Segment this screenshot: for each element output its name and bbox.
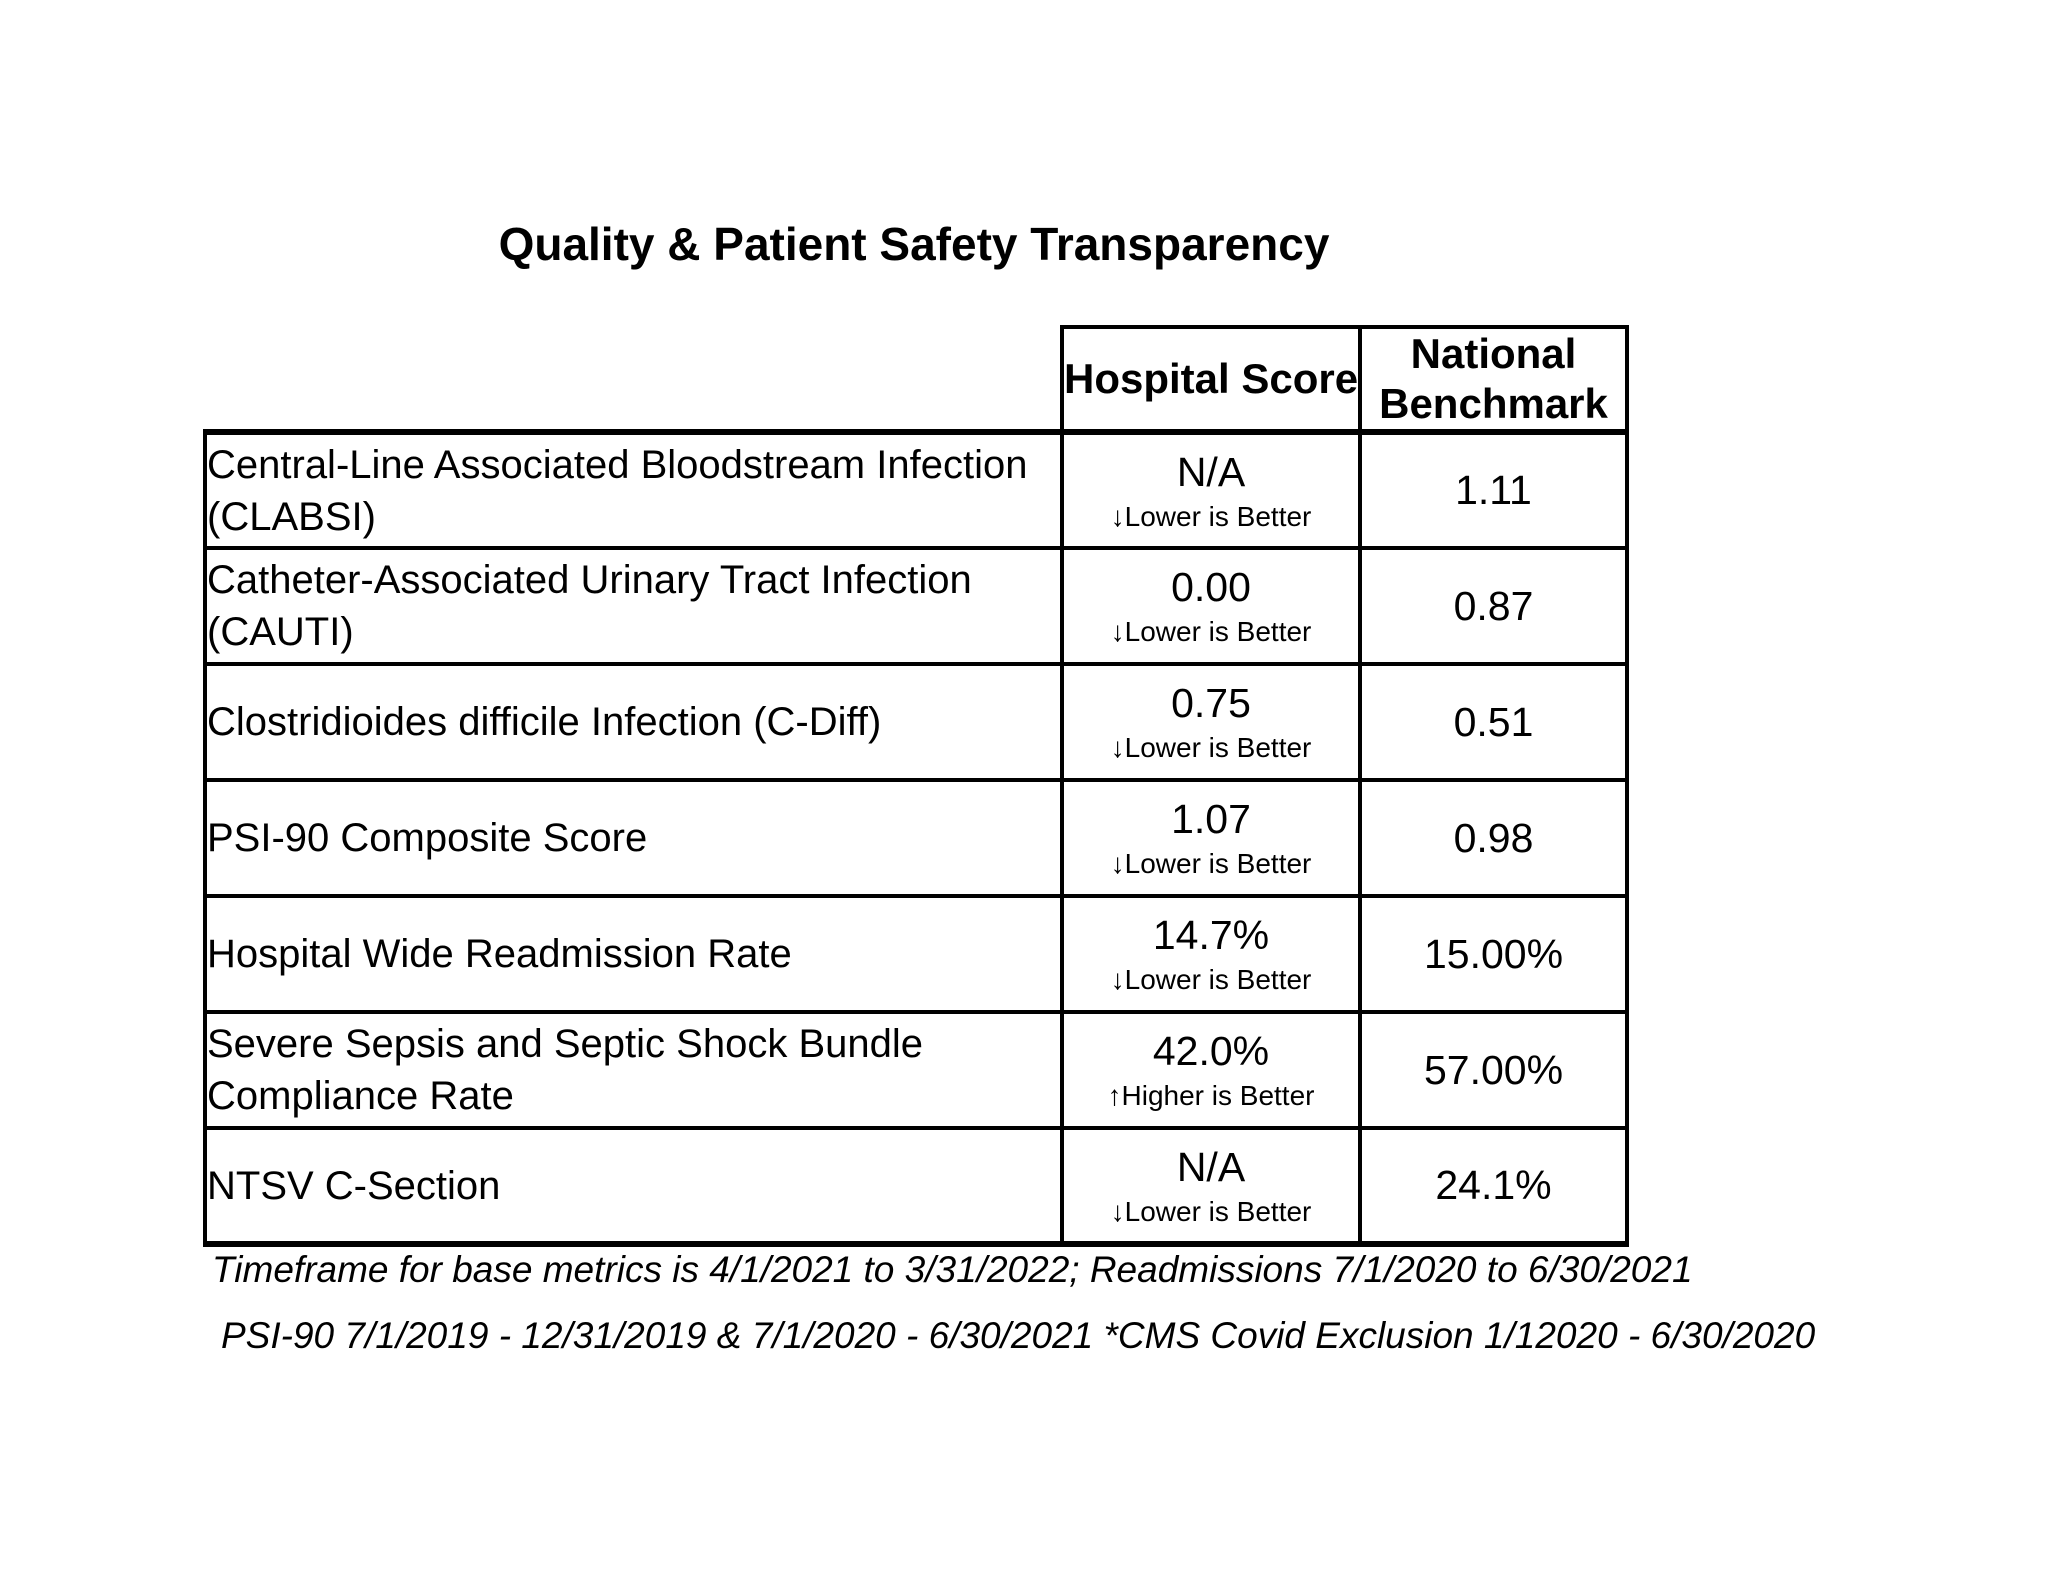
- score-direction: ↓Lower is Better: [1064, 961, 1358, 999]
- hospital-score-cell: 0.00 ↓Lower is Better: [1060, 546, 1362, 666]
- metric-name-cell: Catheter-Associated Urinary Tract Infect…: [203, 546, 1064, 666]
- metric-name-cell: Hospital Wide Readmission Rate: [203, 894, 1064, 1014]
- hospital-score-cell: 42.0% ↑Higher is Better: [1060, 1010, 1362, 1130]
- score-direction: ↓Lower is Better: [1064, 498, 1358, 536]
- page-title: Quality & Patient Safety Transparency: [498, 218, 1330, 270]
- score-value: 42.0%: [1152, 1028, 1270, 1074]
- header-national-benchmark: National Benchmark: [1358, 325, 1629, 434]
- direction-label: Lower is Better: [1124, 848, 1312, 879]
- table-row: PSI-90 Composite Score 1.07 ↓Lower is Be…: [203, 778, 1629, 898]
- metric-name-cell: Central-Line Associated Bloodstream Infe…: [203, 429, 1064, 550]
- direction-label: Lower is Better: [1124, 616, 1312, 647]
- score-direction: ↓Lower is Better: [1064, 729, 1358, 767]
- table-row: Catheter-Associated Urinary Tract Infect…: [203, 546, 1629, 666]
- score-direction: ↓Lower is Better: [1064, 1193, 1358, 1231]
- national-benchmark-cell: 0.51: [1358, 662, 1629, 782]
- direction-arrow-icon: ↓: [1110, 616, 1125, 647]
- table-row: Central-Line Associated Bloodstream Infe…: [203, 429, 1629, 550]
- direction-label: Lower is Better: [1124, 500, 1312, 532]
- table-row: Clostridioides difficile Infection (C-Di…: [203, 662, 1629, 782]
- header-spacer-cell: [205, 327, 1062, 432]
- score-value: 1.07: [1171, 796, 1251, 842]
- metric-name-cell: PSI-90 Composite Score: [203, 778, 1064, 898]
- score-value: N/A: [1176, 1143, 1246, 1190]
- score-direction: ↑Higher is Better: [1064, 1077, 1358, 1115]
- footnote-line-2: PSI-90 7/1/2019 - 12/31/2019 & 7/1/2020 …: [221, 1315, 1816, 1356]
- table-row: Hospital Wide Readmission Rate 14.7% ↓Lo…: [203, 894, 1629, 1014]
- direction-label: Lower is Better: [1124, 964, 1312, 995]
- direction-arrow-icon: ↑: [1107, 1080, 1122, 1111]
- national-benchmark-cell: 57.00%: [1358, 1010, 1629, 1130]
- direction-arrow-icon: ↓: [1110, 964, 1125, 995]
- score-value: 14.7%: [1152, 912, 1270, 958]
- direction-label: Higher is Better: [1121, 1080, 1315, 1111]
- national-benchmark-cell: 15.00%: [1358, 894, 1629, 1014]
- hospital-score-cell: 0.75 ↓Lower is Better: [1060, 662, 1362, 782]
- direction-label: Lower is Better: [1124, 1195, 1312, 1227]
- metric-name-cell: NTSV C-Section: [203, 1126, 1064, 1247]
- table-header-row: Hospital Score National Benchmark: [205, 325, 1629, 434]
- footnote-line-1: Timeframe for base metrics is 4/1/2021 t…: [212, 1249, 1693, 1290]
- national-benchmark-cell: 24.1%: [1358, 1126, 1629, 1247]
- national-benchmark-cell: 1.11: [1358, 429, 1629, 550]
- hospital-score-cell: N/A ↓Lower is Better: [1060, 429, 1362, 550]
- national-benchmark-cell: 0.87: [1358, 546, 1629, 666]
- header-hospital-score: Hospital Score: [1060, 325, 1362, 434]
- table-row: NTSV C-Section N/A ↓Lower is Better 24.1…: [203, 1126, 1629, 1247]
- score-value: N/A: [1176, 448, 1246, 495]
- score-direction: ↓Lower is Better: [1064, 613, 1358, 651]
- direction-label: Lower is Better: [1124, 732, 1312, 763]
- direction-arrow-icon: ↓: [1110, 732, 1125, 763]
- score-value: 0.75: [1171, 680, 1251, 726]
- metric-name-cell: Clostridioides difficile Infection (C-Di…: [203, 662, 1064, 782]
- direction-arrow-icon: ↓: [1110, 500, 1125, 532]
- national-benchmark-cell: 0.98: [1358, 778, 1629, 898]
- metric-name-cell: Severe Sepsis and Septic Shock Bundle Co…: [203, 1010, 1064, 1130]
- direction-arrow-icon: ↓: [1110, 848, 1125, 879]
- score-value: 0.00: [1171, 564, 1251, 610]
- table-row: Severe Sepsis and Septic Shock Bundle Co…: [203, 1010, 1629, 1130]
- score-direction: ↓Lower is Better: [1064, 845, 1358, 883]
- hospital-score-cell: 1.07 ↓Lower is Better: [1060, 778, 1362, 898]
- hospital-score-cell: 14.7% ↓Lower is Better: [1060, 894, 1362, 1014]
- direction-arrow-icon: ↓: [1110, 1195, 1125, 1227]
- quality-metrics-table: Hospital Score National Benchmark Centra…: [203, 325, 1629, 1247]
- hospital-score-cell: N/A ↓Lower is Better: [1060, 1126, 1362, 1247]
